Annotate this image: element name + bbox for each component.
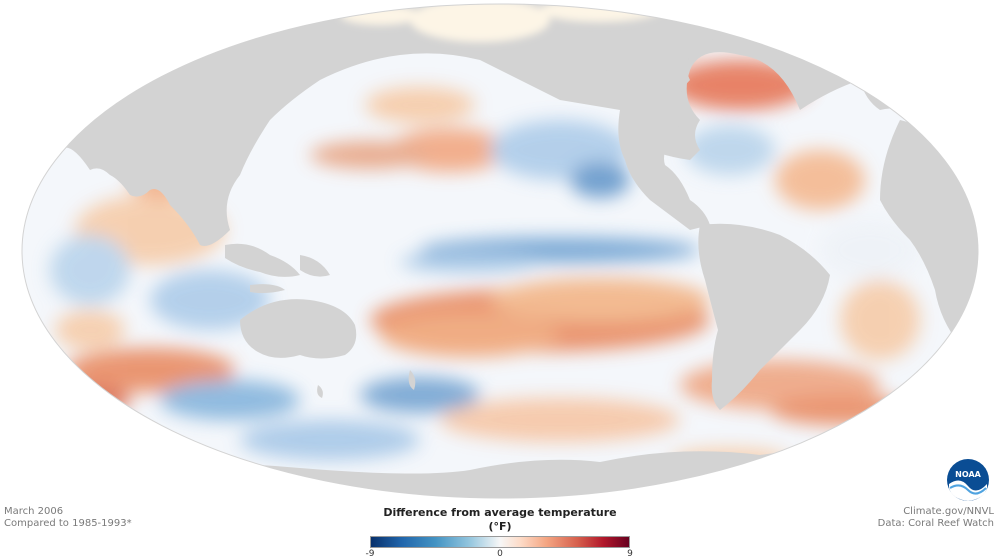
- legend-max-label: 9: [627, 549, 633, 559]
- legend-color-bar: [370, 536, 630, 548]
- data-credit-label: Data: Coral Reef Watch: [877, 518, 994, 529]
- noaa-logo-icon: NOAA: [947, 459, 989, 501]
- legend-mid-label: 0: [497, 549, 503, 559]
- north-america: [590, 4, 760, 230]
- legend-title: Difference from average temperature (°F): [383, 506, 617, 533]
- color-legend: Difference from average temperature (°F)…: [366, 506, 633, 560]
- eurasia: [22, 4, 978, 246]
- globe-outline: [21, 3, 979, 499]
- noaa-logo-text: NOAA: [955, 470, 981, 479]
- footer-right: Climate.gov/NNVL Data: Coral Reef Watch: [878, 506, 994, 530]
- date-label: March 2006: [4, 506, 64, 517]
- baseline-label: Compared to 1985-1993*: [4, 518, 132, 529]
- maritime-southeast-asia: [225, 243, 300, 277]
- source-site-label: Climate.gov/NNVL: [903, 506, 994, 517]
- legend-ticks: -9 0 9: [366, 548, 633, 560]
- sea-ice: [340, 4, 660, 42]
- legend-min-label: -9: [365, 549, 375, 559]
- anomaly-field: [50, 20, 920, 472]
- south-america: [698, 223, 830, 410]
- sea-surface-temperature-anomaly-map: [21, 3, 979, 499]
- footer-left: March 2006 Compared to 1985-1993*: [4, 506, 132, 530]
- australia: [240, 299, 357, 359]
- new-zealand: [408, 370, 416, 390]
